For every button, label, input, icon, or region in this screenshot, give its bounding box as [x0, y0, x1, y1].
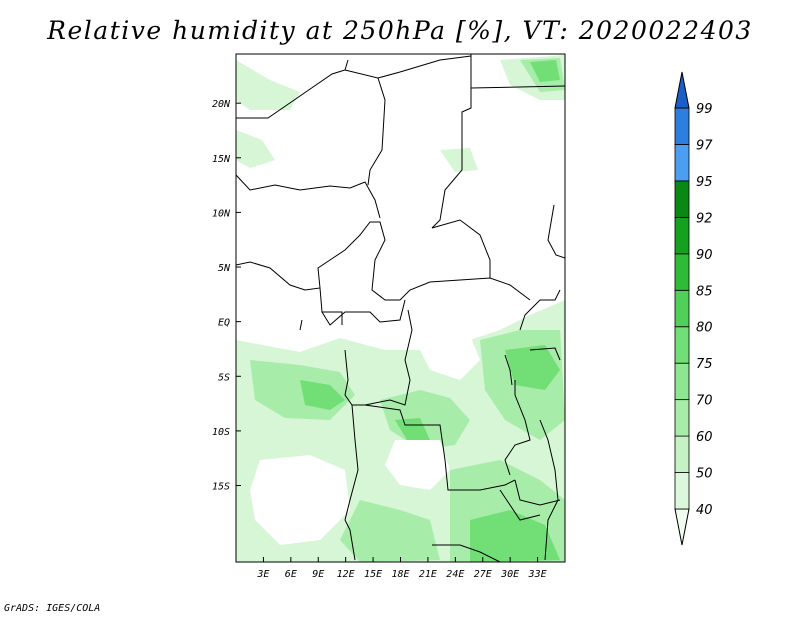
colorbar-segment — [674, 144, 690, 182]
x-tick-label: 3E — [256, 569, 269, 580]
y-axis: 20N 15N 10N 5N EQ 5S 10S 15S — [212, 99, 241, 493]
colorbar: 40 50 60 70 75 80 85 90 92 95 97 99 — [674, 71, 713, 546]
colorbar-under-triangle — [674, 508, 690, 546]
humidity-shading-clear — [250, 330, 480, 545]
map-title: Relative humidity at 250hPa [%], VT: 202… — [47, 16, 753, 45]
colorbar-segment — [674, 399, 690, 437]
x-axis: 3E 6E 9E 12E 15E 18E 21E 24E 27E 30E 33E — [256, 557, 547, 580]
colorbar-segment — [674, 435, 690, 473]
colorbar-segment — [674, 107, 690, 145]
colorbar-label: 70 — [696, 394, 713, 409]
x-tick-label: 15E — [364, 569, 382, 580]
colorbar-label: 75 — [696, 357, 713, 372]
x-tick-label: 6E — [285, 569, 297, 580]
y-tick-label: 20N — [212, 99, 231, 110]
country-boundaries — [236, 54, 565, 562]
x-tick-label: 9E — [312, 569, 324, 580]
y-tick-label: 5N — [218, 263, 231, 274]
humidity-field — [236, 55, 565, 562]
x-tick-label: 12E — [337, 569, 355, 580]
colorbar-segment — [674, 253, 690, 291]
grads-credit: GrADS: IGES/COLA — [4, 603, 101, 614]
y-tick-label: 5S — [218, 372, 230, 383]
x-tick-label: 24E — [446, 569, 464, 580]
x-tick-label: 30E — [500, 569, 519, 580]
colorbar-segment — [674, 216, 690, 255]
colorbar-label: 80 — [696, 321, 713, 336]
colorbar-label: 99 — [696, 102, 713, 117]
y-tick-label: EQ — [218, 318, 230, 329]
colorbar-label: 90 — [696, 248, 713, 263]
colorbar-label: 85 — [696, 284, 713, 299]
humidity-shading-dense — [300, 60, 560, 562]
colorbar-segment — [674, 326, 690, 364]
colorbar-label: 92 — [696, 211, 713, 226]
colorbar-segment — [674, 472, 690, 510]
colorbar-segment — [674, 362, 690, 401]
x-tick-label: 27E — [474, 569, 492, 580]
colorbar-label: 95 — [696, 175, 713, 190]
y-tick-label: 10S — [212, 427, 230, 438]
colorbar-segment — [674, 180, 690, 218]
colorbar-segment — [674, 289, 690, 328]
colorbar-over-triangle — [674, 71, 690, 109]
colorbar-label: 50 — [696, 467, 713, 482]
y-tick-label: 15N — [212, 154, 231, 165]
colorbar-label: 60 — [696, 430, 713, 445]
x-tick-label: 18E — [391, 569, 409, 580]
colorbar-label: 97 — [696, 138, 713, 153]
y-tick-label: 15S — [212, 482, 230, 493]
y-tick-label: 10N — [212, 208, 231, 219]
colorbar-label: 40 — [696, 503, 713, 518]
x-tick-label: 33E — [528, 569, 547, 580]
x-tick-label: 21E — [419, 569, 437, 580]
